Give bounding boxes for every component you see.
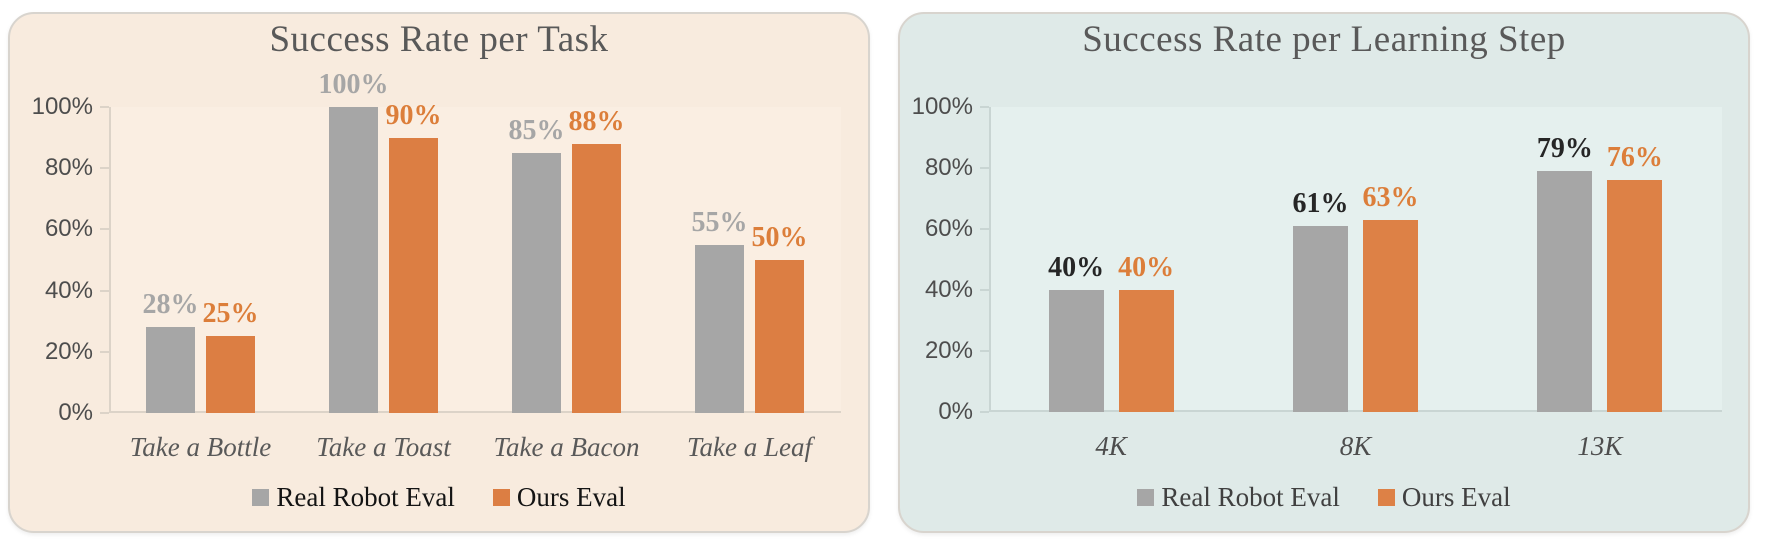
legend-swatch-real-robot-eval (252, 489, 270, 506)
y-axis-tick (980, 106, 989, 108)
legend: Real Robot Eval Ours Eval (900, 482, 1748, 513)
y-axis-tick-label: 0% (938, 398, 973, 425)
data-label-real-robot-eval-4k: 40% (1048, 252, 1105, 283)
y-axis-tick-label: 60% (44, 215, 93, 243)
y-axis-tick (980, 350, 989, 352)
bar-real-robot-eval-take-a-bacon (512, 153, 561, 413)
y-axis-tick (100, 350, 109, 353)
bar-real-robot-eval-take-a-bottle (146, 327, 195, 413)
category-label-4k: 4K (1095, 431, 1127, 461)
legend-swatch-ours-eval (492, 489, 510, 506)
y-axis-line (109, 107, 111, 413)
y-axis-tick-label: 60% (924, 215, 973, 242)
bar-real-robot-eval-take-a-toast (329, 107, 378, 413)
y-axis-tick-label: 40% (44, 276, 93, 304)
data-label-ours-eval-8k: 63% (1362, 182, 1419, 213)
legend-label-real-robot-eval: Real Robot Eval (1161, 482, 1340, 512)
legend-label-real-robot-eval: Real Robot Eval (276, 482, 455, 512)
y-axis-tick (980, 289, 989, 291)
y-axis-tick-label: 20% (924, 337, 973, 364)
y-axis-tick (980, 167, 989, 169)
y-axis-tick (100, 228, 109, 231)
y-axis-tick (100, 106, 109, 108)
data-label-real-robot-eval-take-a-bottle: 28% (142, 289, 199, 320)
category-label-13k: 13K (1577, 431, 1623, 461)
y-axis-tick-label: 100% (911, 93, 973, 120)
data-label-real-robot-eval-13k: 79% (1536, 133, 1593, 164)
category-label-8k: 8K (1339, 431, 1372, 461)
data-label-real-robot-eval-take-a-leaf: 55% (691, 207, 748, 238)
bar-ours-eval-take-a-bacon (572, 144, 621, 413)
bar-real-robot-eval-8k (1293, 226, 1348, 412)
y-axis-tick-label: 100% (31, 93, 93, 120)
bar-ours-eval-take-a-leaf (755, 260, 804, 413)
data-label-ours-eval-4k: 40% (1118, 252, 1175, 283)
bar-ours-eval-8k (1363, 220, 1418, 412)
legend: Real Robot Eval Ours Eval (10, 482, 868, 513)
plot-area: 0% 20% 40% 60% 80% 100% 4K 40% 40% 8K 61% 63% 13K 79%… (912, 93, 1722, 461)
y-axis-tick-label: 40% (924, 276, 973, 303)
bar-ours-eval-take-a-bottle (206, 336, 255, 413)
data-label-ours-eval-take-a-bottle: 25% (202, 298, 259, 329)
y-axis-tick (980, 411, 989, 413)
plot-area: 0% 20% 40% 60% 80% 100% Take a Bottle 28% 25% Tak… (32, 70, 841, 462)
bar-ours-eval-13k (1607, 180, 1663, 412)
y-axis-tick-label: 20% (44, 337, 93, 365)
x-axis-line (989, 410, 1722, 412)
y-axis-tick-label: 80% (44, 154, 93, 182)
legend-swatch-real-robot-eval (1137, 489, 1155, 506)
bar-ours-eval-take-a-toast (389, 138, 438, 413)
y-axis-line (989, 107, 991, 412)
bar-real-robot-eval-4k (1048, 290, 1104, 412)
y-axis-tick-label: 0% (58, 399, 93, 426)
data-label-ours-eval-take-a-bacon: 88% (568, 106, 625, 137)
chart-card-success-rate-per-learning-step: Success Rate per Learning Step 0% 20% 40% 6… (898, 12, 1750, 533)
legend-label-ours-eval: Ours Eval (516, 482, 626, 512)
legend-item-real-robot-eval: Real Robot Eval (1137, 482, 1340, 513)
chart-card-success-rate-per-task: Success Rate per Task 0% 20% 40% 60% 80% 100%… (8, 12, 870, 533)
legend-swatch-ours-eval (1377, 489, 1395, 506)
legend-label-ours-eval: Ours Eval (1401, 482, 1511, 512)
bar-real-robot-eval-13k (1537, 171, 1593, 412)
y-axis-tick (100, 167, 109, 170)
data-label-real-robot-eval-8k: 61% (1292, 188, 1349, 219)
data-label-real-robot-eval-take-a-bacon: 85% (508, 115, 565, 146)
category-label-take-a-leaf: Take a Leaf (686, 432, 812, 462)
data-label-real-robot-eval-take-a-toast: 100% (318, 69, 389, 100)
x-axis-line (109, 411, 841, 413)
legend-item-ours-eval: Ours Eval (492, 482, 626, 513)
category-label-take-a-bottle: Take a Bottle (129, 432, 272, 462)
y-axis-tick (980, 228, 989, 230)
data-label-ours-eval-13k: 76% (1606, 142, 1663, 173)
y-axis-tick (100, 289, 109, 292)
chart-title: Success Rate per Task (269, 19, 609, 60)
category-label-take-a-bacon: Take a Bacon (493, 432, 640, 462)
y-axis-tick-label: 80% (924, 154, 973, 181)
category-label-take-a-toast: Take a Toast (316, 432, 451, 462)
legend-item-ours-eval: Ours Eval (1377, 482, 1511, 513)
y-axis-tick (100, 412, 109, 414)
legend-item-real-robot-eval: Real Robot Eval (252, 482, 455, 513)
bar-ours-eval-4k (1118, 290, 1174, 412)
chart-title: Success Rate per Learning Step (1082, 19, 1566, 60)
bar-real-robot-eval-take-a-leaf (695, 245, 744, 413)
